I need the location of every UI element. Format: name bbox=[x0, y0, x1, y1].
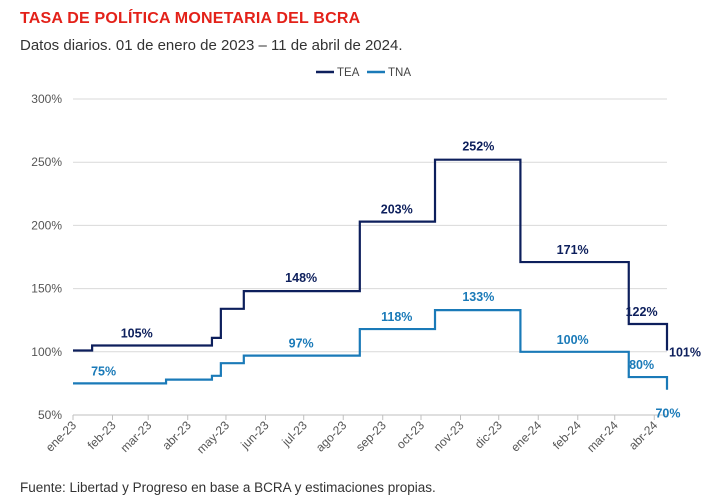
legend-label-tea: TEA bbox=[337, 67, 360, 79]
data-label: 70% bbox=[655, 407, 680, 421]
data-labels: 105% 148% 203% 252% 171% 122% 101% 75% 97% 118% 13… bbox=[91, 140, 701, 421]
series-lines bbox=[73, 158, 669, 390]
data-label: 100% bbox=[557, 333, 589, 347]
x-tick-label: dic-23 bbox=[472, 418, 505, 451]
series-line-tna bbox=[73, 308, 669, 390]
x-tick-label: abr-23 bbox=[159, 418, 194, 453]
data-label: 133% bbox=[462, 290, 494, 304]
x-tick-label: ene-24 bbox=[508, 418, 545, 455]
chart-subtitle: Datos diarios. 01 de enero de 2023 – 11 … bbox=[20, 37, 403, 54]
data-label: 148% bbox=[285, 271, 317, 285]
source-note: Fuente: Libertad y Progreso en base a BC… bbox=[20, 480, 436, 495]
x-tick-label: feb-23 bbox=[85, 418, 119, 452]
x-tick-label: ene-23 bbox=[43, 418, 80, 455]
data-label: 105% bbox=[121, 326, 153, 340]
data-label: 118% bbox=[381, 310, 412, 324]
y-tick-label: 150% bbox=[31, 282, 62, 296]
series-line-tea bbox=[73, 158, 669, 352]
chart-title: TASA DE POLÍTICA MONETARIA DEL BCRA bbox=[20, 10, 361, 27]
x-tick-label: may-23 bbox=[194, 418, 232, 456]
y-tick-label: 50% bbox=[38, 408, 62, 422]
x-tick-label: mar-24 bbox=[584, 418, 621, 455]
x-tick-label: abr-24 bbox=[626, 418, 661, 453]
x-tick-label: jul-23 bbox=[278, 418, 310, 450]
y-axis: 50% 100% 150% 200% 250% 300% bbox=[31, 92, 62, 422]
x-tick-label: mar-23 bbox=[118, 418, 155, 455]
y-tick-label: 300% bbox=[31, 92, 62, 106]
data-label: 122% bbox=[626, 305, 658, 319]
data-label: 97% bbox=[289, 337, 314, 351]
legend: TEA TNA bbox=[316, 67, 411, 79]
x-tick-label: nov-23 bbox=[431, 418, 467, 454]
data-label: 252% bbox=[462, 140, 494, 154]
data-label: 75% bbox=[91, 364, 116, 378]
x-tick-label: feb-24 bbox=[550, 418, 584, 452]
x-tick-label: sep-23 bbox=[353, 418, 389, 454]
x-tick-label: oct-23 bbox=[394, 418, 428, 452]
data-label: 101% bbox=[669, 346, 701, 360]
y-tick-label: 100% bbox=[31, 345, 62, 359]
x-tick-label: jun-23 bbox=[237, 418, 271, 452]
y-tick-label: 250% bbox=[31, 155, 62, 169]
data-label: 80% bbox=[629, 358, 654, 372]
y-tick-label: 200% bbox=[31, 218, 62, 232]
legend-label-tna: TNA bbox=[388, 67, 411, 79]
data-label: 203% bbox=[381, 203, 413, 217]
x-tick-label: ago-23 bbox=[313, 418, 350, 455]
data-label: 171% bbox=[557, 243, 589, 257]
